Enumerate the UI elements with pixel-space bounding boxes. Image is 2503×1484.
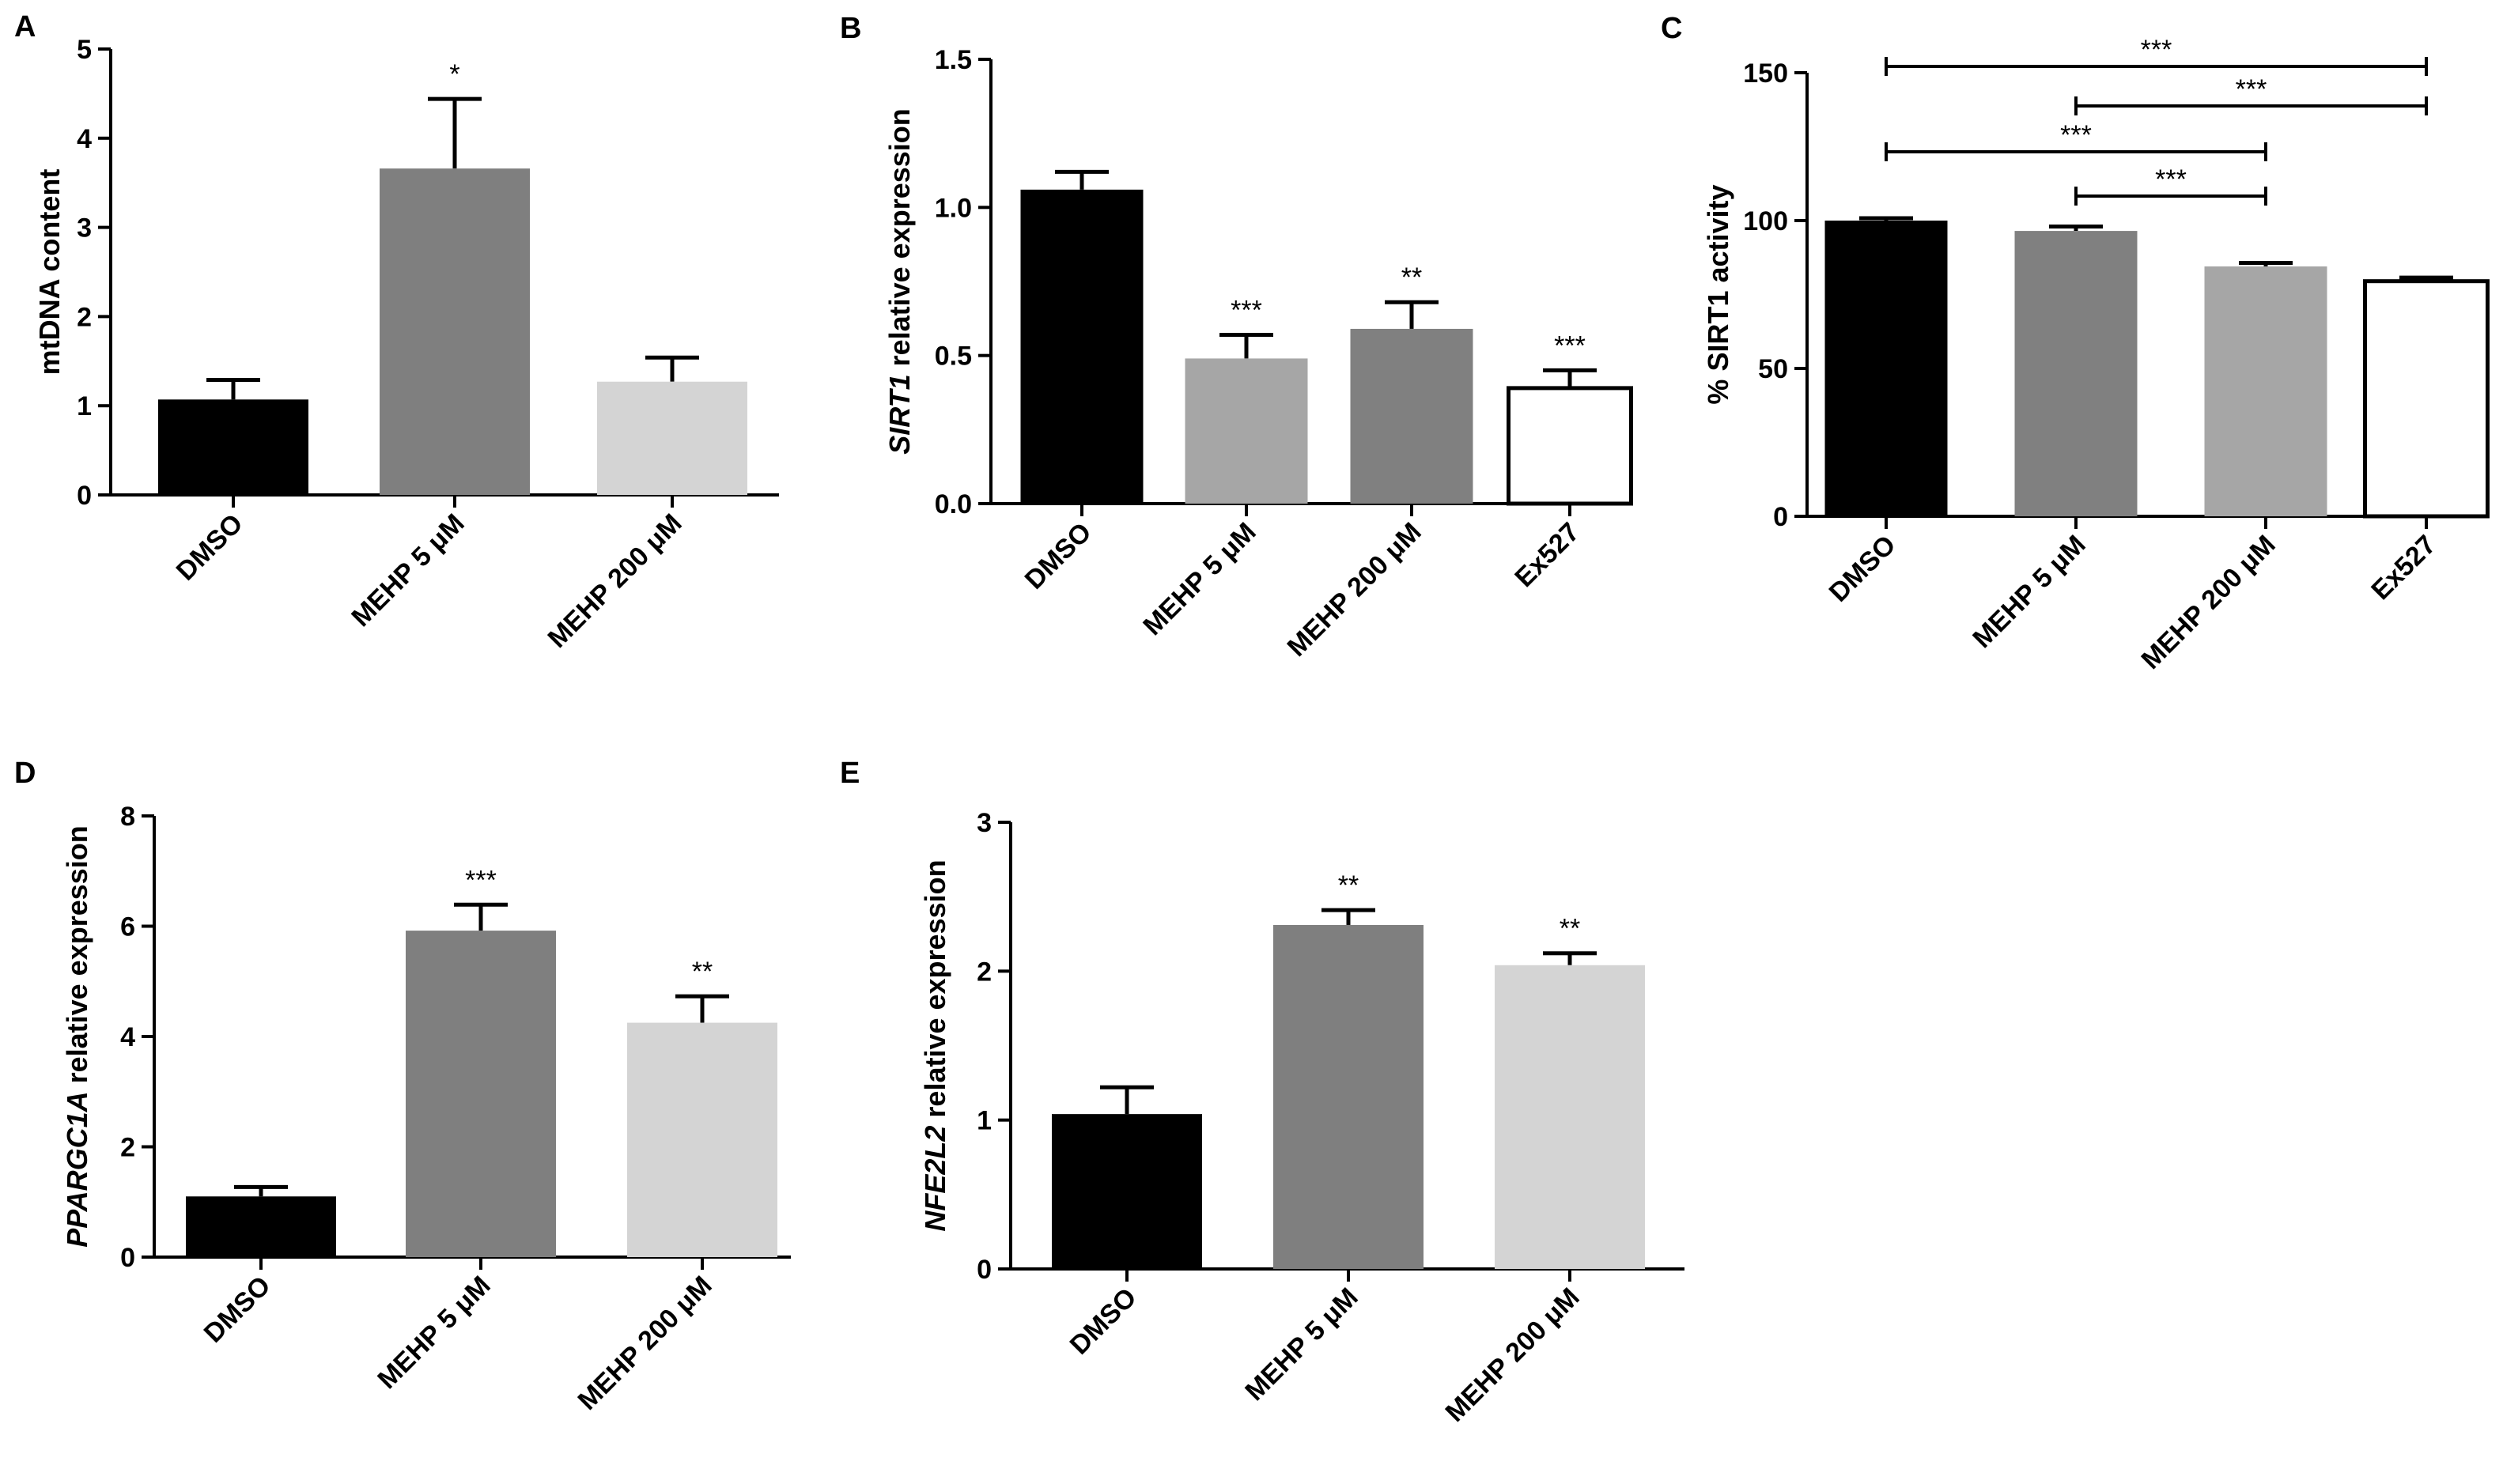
comparison-label: ***	[2236, 74, 2267, 104]
y-tick-label: 1	[77, 391, 92, 421]
y-tick-label: 2	[120, 1133, 135, 1163]
panel-letter: E	[840, 757, 860, 790]
category-label: MEHP 5 μM	[1137, 517, 1261, 641]
bar	[380, 168, 530, 496]
category-label: MEHP 200 μM	[543, 508, 688, 654]
category-label: MEHP 200 μM	[573, 1271, 718, 1416]
y-axis-label-gene: PPARGC1A	[61, 1091, 93, 1247]
y-tick-label: 0	[1773, 502, 1788, 532]
bar	[158, 399, 308, 495]
bar	[2204, 266, 2327, 516]
bar	[1350, 328, 1473, 504]
panel-a: A 0 1 2 3 4 5 mtDNA content DMSO MEHP 5 μM * MEHP 2…	[14, 10, 779, 654]
panel-c: C 0 50 100 150 % SIRT1 activity DMSO MEHP 5 μM M…	[1661, 12, 2490, 675]
y-tick-label: 2	[977, 957, 992, 987]
bar	[1185, 358, 1308, 504]
y-tick-label: 1.0	[935, 193, 972, 223]
comparison-label: ***	[2141, 35, 2172, 65]
category-label: DMSO	[1824, 530, 1902, 608]
panel-b: B 0.0 0.5 1.0 1.5 SIRT1 relative expression DM…	[840, 12, 1633, 663]
significance-label: ***	[1554, 330, 1586, 361]
category-label: Ex527	[2365, 530, 2441, 606]
y-tick-label: 8	[120, 802, 135, 832]
panel-letter: D	[14, 757, 36, 790]
bar	[406, 931, 556, 1257]
panel-letter: B	[840, 12, 861, 45]
bar	[1052, 1114, 1202, 1269]
category-label: DMSO	[199, 1271, 277, 1349]
bar	[2014, 231, 2138, 516]
bar	[186, 1196, 336, 1257]
y-axis-label-text: mtDNA content	[33, 169, 66, 376]
y-axis-label-gene: NFE2L2	[919, 1126, 951, 1232]
bar	[1824, 221, 1948, 516]
y-axis-label-text: relative expression	[61, 825, 93, 1091]
y-tick-label: 1.5	[935, 45, 972, 75]
category-label: MEHP 5 μM	[372, 1271, 496, 1395]
y-tick-label: 6	[120, 912, 135, 942]
bar	[1507, 386, 1633, 506]
y-tick-label: 100	[1743, 206, 1788, 236]
y-tick-label: 0	[77, 481, 92, 511]
significance-label: **	[692, 957, 713, 987]
y-axis-label: PPARGC1A relative expression	[61, 825, 93, 1248]
y-tick-label: 150	[1743, 59, 1788, 89]
y-tick-label: 1	[977, 1106, 992, 1136]
y-axis-label-gene: SIRT1	[883, 374, 916, 454]
comparison-label: ***	[2155, 164, 2187, 194]
category-label: DMSO	[1019, 517, 1098, 595]
bar	[1020, 189, 1144, 504]
panel-letter: C	[1661, 12, 1682, 45]
y-tick-label: 2	[77, 302, 92, 332]
bar	[1495, 965, 1645, 1269]
category-label: MEHP 200 μM	[1282, 517, 1427, 663]
category-label: MEHP 5 μM	[1967, 530, 2091, 654]
bar	[597, 381, 747, 495]
y-tick-label: 50	[1758, 354, 1788, 384]
y-axis-label: mtDNA content	[33, 169, 66, 376]
y-tick-label: 0	[977, 1255, 992, 1285]
category-label: DMSO	[171, 508, 249, 587]
y-tick-label: 0.5	[935, 342, 972, 372]
comparison-label: ***	[2060, 120, 2092, 150]
significance-label: **	[1401, 262, 1422, 293]
significance-label: **	[1338, 870, 1359, 901]
y-tick-label: 3	[77, 213, 92, 244]
y-tick-label: 3	[977, 808, 992, 838]
bar	[1273, 924, 1424, 1269]
y-axis-label-text: relative expression	[919, 859, 951, 1125]
bar	[2363, 279, 2490, 519]
panel-d: D 0 2 4 6 8 PPARGC1A relative expression DMSO ME…	[14, 757, 791, 1416]
significance-label: **	[1560, 914, 1580, 944]
category-label: MEHP 200 μM	[1440, 1282, 1586, 1428]
significance-label: ***	[1231, 295, 1262, 325]
y-tick-label: 5	[77, 35, 92, 65]
significance-label: *	[449, 59, 459, 89]
category-label: Ex527	[1509, 517, 1585, 593]
bar	[627, 1022, 777, 1257]
y-tick-label: 4	[77, 124, 92, 154]
y-tick-label: 0.0	[935, 489, 972, 519]
y-tick-label: 4	[120, 1022, 135, 1052]
category-label: MEHP 5 μM	[1239, 1282, 1363, 1407]
significance-label: ***	[465, 865, 497, 895]
y-axis-label-text: % SIRT1 activity	[1702, 184, 1734, 404]
y-tick-label: 0	[120, 1243, 135, 1273]
y-axis-label: SIRT1 relative expression	[883, 108, 916, 455]
panel-letter: A	[14, 10, 36, 43]
category-label: MEHP 5 μM	[346, 508, 470, 632]
y-axis-label: % SIRT1 activity	[1702, 184, 1734, 404]
y-axis-label-text: relative expression	[883, 108, 916, 374]
category-label: DMSO	[1064, 1282, 1143, 1361]
y-axis-label: NFE2L2 relative expression	[919, 859, 951, 1231]
panel-e: E 0 1 2 3 NFE2L2 relative expression DMSO MEHP …	[840, 757, 1684, 1428]
category-label: MEHP 200 μM	[2136, 530, 2282, 675]
